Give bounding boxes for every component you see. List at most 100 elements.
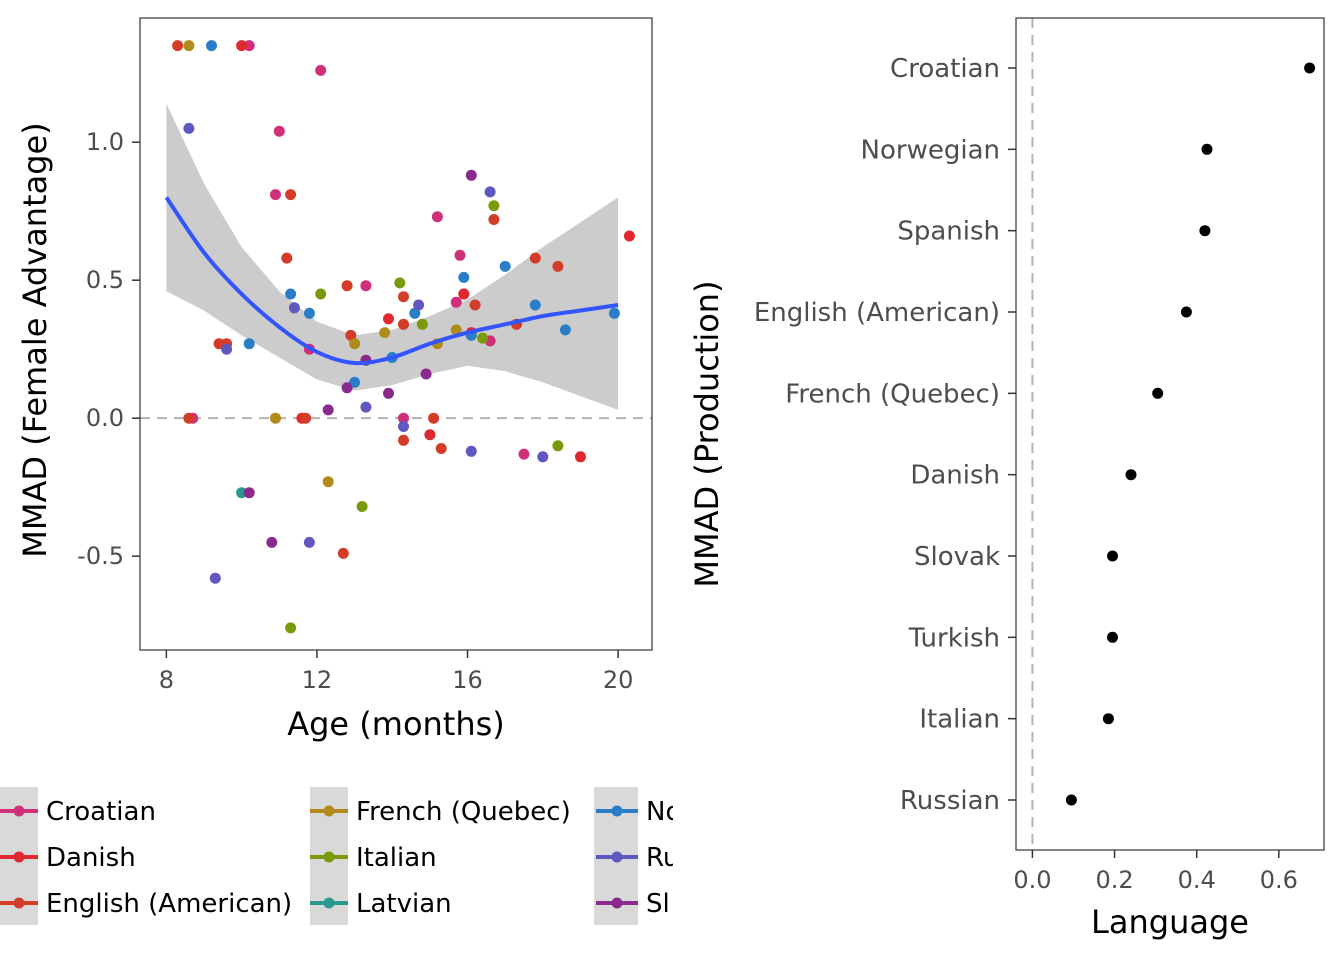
point-french-quebec bbox=[450, 324, 462, 336]
category-label: Russian bbox=[900, 786, 1000, 816]
legend: Croatian Danish English (American) French (… bbox=[0, 780, 733, 940]
point-slovak bbox=[243, 487, 255, 499]
x-tick-label: 8 bbox=[159, 666, 174, 694]
point-croatian bbox=[360, 280, 372, 292]
right-panel: Croatian Norwegian Spanish English (America… bbox=[688, 17, 1325, 941]
point-english-american bbox=[341, 280, 353, 292]
point-french-quebec bbox=[1152, 387, 1164, 399]
point-slovak bbox=[1107, 550, 1118, 562]
legend-label: Latvian bbox=[356, 889, 452, 919]
point-english-american bbox=[428, 412, 440, 424]
category-label: French (Quebec) bbox=[785, 379, 1000, 409]
point-danish bbox=[575, 451, 586, 463]
point-italian bbox=[394, 277, 406, 289]
point-russian bbox=[288, 302, 300, 314]
legend-key-point bbox=[323, 897, 335, 909]
point-english-american bbox=[281, 252, 293, 264]
category-label: Norwegian bbox=[861, 135, 1000, 165]
confidence-ribbon bbox=[166, 103, 619, 410]
point-norwegian bbox=[409, 307, 421, 319]
category-label: Croatian bbox=[890, 54, 1000, 84]
point-italian bbox=[488, 200, 500, 212]
point-english-american bbox=[529, 252, 541, 264]
point-norwegian bbox=[559, 324, 571, 336]
point-french-quebec bbox=[322, 476, 334, 488]
x-tick-label: 0.0 bbox=[1013, 866, 1051, 894]
point-french-quebec bbox=[349, 338, 361, 350]
category-label: Turkish bbox=[908, 623, 1000, 653]
point-italian bbox=[315, 288, 327, 300]
legend-label: English (American) bbox=[46, 889, 292, 919]
point-danish bbox=[1125, 469, 1137, 481]
point-french-quebec bbox=[270, 412, 281, 424]
legend-key-point bbox=[323, 805, 335, 817]
x-tick-label: 12 bbox=[302, 666, 333, 694]
point-croatian bbox=[1304, 62, 1316, 74]
y-tick-label: 0.0 bbox=[86, 404, 124, 432]
category-label: Spanish bbox=[897, 217, 1000, 247]
point-english-american bbox=[488, 214, 500, 225]
x-tick-label: 0.2 bbox=[1095, 866, 1133, 894]
category-label: Danish bbox=[910, 461, 1000, 491]
point-norwegian bbox=[206, 40, 217, 52]
point-english-american bbox=[398, 318, 409, 330]
point-croatian bbox=[243, 40, 255, 52]
point-english-american bbox=[337, 547, 349, 559]
legend-label: French (Quebec) bbox=[356, 797, 571, 827]
point-croatian bbox=[450, 296, 462, 308]
legend-key-point bbox=[611, 851, 623, 863]
legend-key-point bbox=[13, 897, 25, 909]
point-spanish bbox=[1199, 225, 1211, 237]
y-tick-label: 1.0 bbox=[86, 128, 124, 156]
point-english-american bbox=[183, 412, 195, 424]
point-slovak bbox=[266, 536, 278, 548]
point-danish bbox=[424, 429, 436, 441]
point-danish bbox=[236, 40, 248, 52]
point-norwegian bbox=[529, 299, 541, 311]
point-english-american bbox=[435, 443, 447, 454]
point-russian bbox=[183, 122, 195, 134]
legend-key-point bbox=[13, 805, 25, 817]
right-x-axis-title: Language bbox=[1091, 903, 1249, 941]
legend-key-point bbox=[323, 851, 335, 863]
left-plot-border bbox=[139, 17, 653, 651]
legend-label: Croatian bbox=[46, 797, 156, 827]
left-x-axis-title: Age (months) bbox=[287, 705, 505, 743]
point-russian bbox=[1065, 794, 1077, 806]
point-croatian bbox=[315, 64, 327, 76]
right-y-axis-title: MMAD (Production) bbox=[688, 280, 726, 587]
point-english-american bbox=[398, 291, 409, 303]
point-latvian bbox=[236, 487, 248, 499]
point-danish bbox=[623, 230, 635, 242]
point-italian bbox=[552, 440, 564, 452]
point-croatian bbox=[454, 249, 466, 261]
point-english-american bbox=[172, 40, 184, 52]
point-english-american bbox=[285, 189, 297, 201]
point-slovak bbox=[322, 404, 334, 416]
point-russian bbox=[413, 299, 425, 311]
point-italian bbox=[416, 318, 428, 330]
point-turkish bbox=[1107, 631, 1118, 643]
point-norwegian bbox=[608, 307, 620, 319]
point-russian bbox=[303, 536, 315, 548]
x-tick-label: 0.4 bbox=[1178, 866, 1216, 894]
legend-key-point bbox=[611, 897, 623, 909]
legend-label: Italian bbox=[356, 843, 437, 873]
point-danish bbox=[383, 313, 394, 325]
point-croatian bbox=[431, 211, 443, 223]
point-slovak bbox=[341, 382, 353, 394]
point-english-american bbox=[300, 412, 312, 424]
x-tick-label: 16 bbox=[452, 666, 483, 694]
point-english-american bbox=[398, 434, 409, 446]
category-label: Slovak bbox=[914, 542, 1000, 572]
y-tick-label: -0.5 bbox=[77, 542, 124, 570]
point-italian bbox=[285, 622, 297, 634]
left-panel: 8 12 16 20 -0.5 0.0 0.5 1.0 Age (months) MMAD (… bbox=[0, 17, 733, 940]
category-label: Italian bbox=[919, 705, 1000, 735]
point-norwegian bbox=[1201, 143, 1213, 155]
legend-key-point bbox=[13, 851, 25, 863]
right-plot-border bbox=[1015, 17, 1325, 851]
x-tick-label: 0.6 bbox=[1260, 866, 1298, 894]
point-russian bbox=[221, 343, 233, 355]
